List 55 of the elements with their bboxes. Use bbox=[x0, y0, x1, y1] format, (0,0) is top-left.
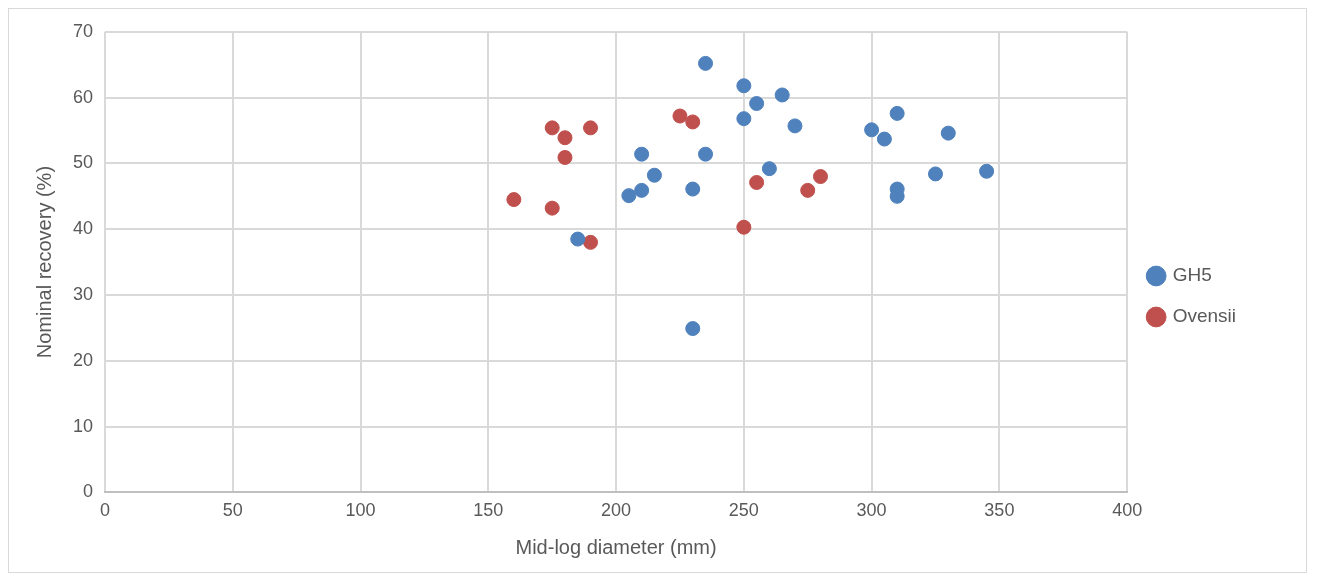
y-tick-label: 60 bbox=[72, 86, 94, 107]
point bbox=[928, 166, 943, 182]
point bbox=[570, 231, 586, 247]
point bbox=[736, 111, 752, 127]
y-tick-label: 40 bbox=[72, 218, 94, 239]
point bbox=[506, 192, 522, 208]
point bbox=[864, 122, 880, 138]
point bbox=[646, 167, 662, 183]
x-tick-label: 400 bbox=[1112, 500, 1143, 521]
point bbox=[698, 55, 714, 71]
y-axis-title: Nominal recovery (%) bbox=[32, 165, 55, 359]
legend-label: GH5 bbox=[1172, 264, 1212, 286]
point bbox=[800, 182, 816, 198]
point bbox=[621, 188, 637, 204]
y-tick-label: 50 bbox=[72, 152, 94, 173]
point bbox=[889, 105, 905, 121]
point bbox=[544, 120, 560, 136]
x-tick-label: 0 bbox=[100, 500, 111, 521]
x-tick-label: 200 bbox=[601, 500, 632, 521]
y-tick-label: 0 bbox=[83, 481, 94, 502]
x-axis-title: Mid-log diameter (mm) bbox=[515, 535, 717, 558]
y-tick-label: 20 bbox=[72, 349, 94, 370]
legend-label: Ovensii bbox=[1172, 305, 1236, 327]
point bbox=[685, 181, 701, 197]
point bbox=[583, 120, 599, 136]
y-tick-label: 30 bbox=[72, 283, 94, 304]
point bbox=[634, 182, 650, 198]
point bbox=[557, 130, 573, 146]
point bbox=[774, 87, 790, 103]
point bbox=[634, 146, 650, 162]
y-tick-label: 70 bbox=[72, 20, 94, 41]
x-tick-label: 300 bbox=[856, 500, 887, 521]
point bbox=[787, 118, 803, 134]
point bbox=[685, 114, 701, 130]
y-tick-label: 10 bbox=[72, 415, 94, 436]
point bbox=[736, 78, 752, 94]
point bbox=[685, 321, 701, 337]
x-tick-label: 100 bbox=[345, 500, 376, 521]
point bbox=[672, 108, 688, 124]
point bbox=[583, 234, 599, 250]
point bbox=[940, 125, 956, 141]
point bbox=[544, 200, 560, 216]
x-tick-label: 350 bbox=[984, 500, 1015, 521]
x-tick-label: 250 bbox=[728, 500, 759, 521]
point bbox=[979, 163, 995, 179]
point bbox=[749, 174, 765, 190]
point bbox=[736, 219, 752, 235]
x-tick-label: 50 bbox=[222, 500, 243, 521]
point bbox=[876, 131, 892, 147]
point bbox=[761, 161, 777, 177]
point bbox=[813, 169, 829, 185]
point bbox=[557, 149, 573, 165]
point bbox=[698, 146, 714, 162]
point bbox=[749, 96, 765, 112]
x-tick-label: 150 bbox=[473, 500, 504, 521]
